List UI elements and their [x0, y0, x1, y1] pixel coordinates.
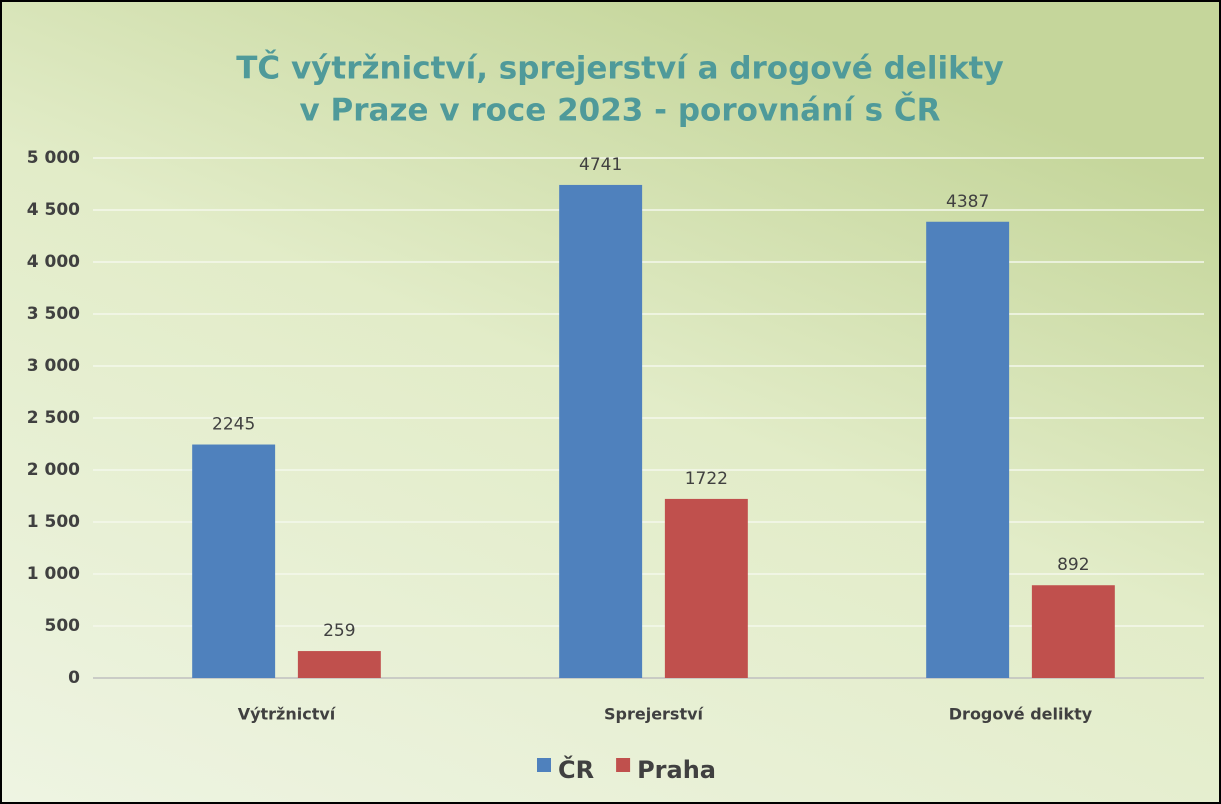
x-tick-label: Sprejerství: [604, 705, 705, 724]
legend-swatch: [616, 758, 631, 772]
y-tick-label: 3 000: [27, 356, 80, 376]
y-tick-label: 2 000: [27, 460, 80, 480]
legend-swatch: [537, 758, 551, 772]
data-label: 2245: [212, 415, 255, 435]
y-tick-label: 500: [45, 616, 81, 636]
bar: [926, 221, 1010, 678]
data-label: 1722: [685, 469, 728, 489]
bar: [297, 651, 381, 678]
y-tick-label: 1 000: [27, 564, 80, 584]
x-tick-label: Výtržnictví: [238, 705, 337, 724]
data-label: 4741: [579, 155, 622, 175]
data-label: 4387: [946, 192, 989, 212]
y-tick-label: 0: [68, 668, 80, 688]
bar: [559, 184, 643, 678]
y-tick-label: 3 500: [27, 304, 80, 324]
x-tick-label: Drogové delikty: [949, 705, 1093, 724]
chart-title: v Praze v roce 2023 - porovnání s ČR: [300, 92, 941, 129]
y-tick-label: 5 000: [27, 148, 80, 168]
y-tick-label: 1 500: [27, 512, 80, 532]
data-label: 892: [1057, 555, 1089, 575]
y-tick-label: 4 000: [27, 252, 80, 272]
chart-title: TČ výtržnictví, sprejerství a drogové de…: [236, 50, 1003, 87]
y-tick-label: 4 500: [27, 200, 80, 220]
data-label: 259: [323, 621, 355, 641]
legend-label: ČR: [558, 754, 594, 784]
bar: [1031, 585, 1115, 678]
bar: [664, 498, 748, 678]
bar: [192, 444, 276, 678]
legend-label: Praha: [637, 756, 716, 784]
y-tick-label: 2 500: [27, 408, 80, 428]
